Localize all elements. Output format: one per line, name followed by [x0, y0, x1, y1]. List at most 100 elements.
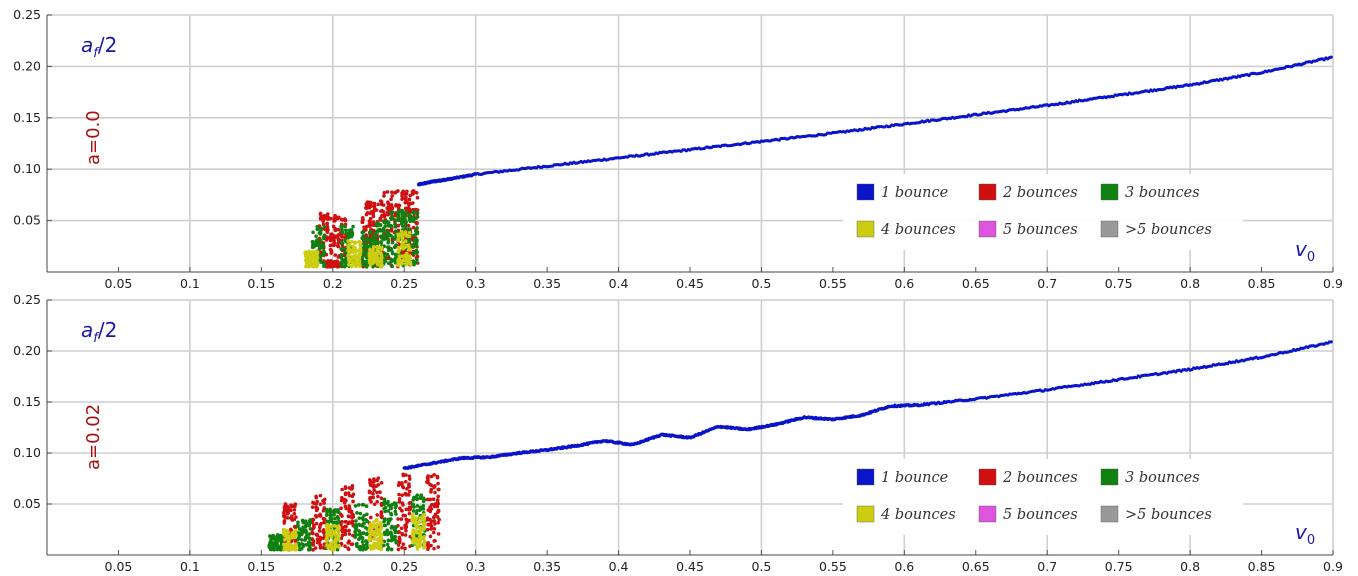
data-point-2-bounces [382, 194, 386, 198]
data-point-2-bounces [350, 486, 354, 491]
data-point-3-bounces [412, 211, 416, 215]
data-point-2-bounces [310, 505, 315, 509]
data-point-3-bounces [415, 215, 420, 219]
data-point-4-bounces [380, 255, 384, 260]
data-point-2-bounces [315, 499, 320, 504]
data-point-2-bounces [396, 206, 401, 210]
data-point-2-bounces [399, 517, 404, 521]
legend-label: 3 bounces [1125, 470, 1200, 486]
legend-swatch [978, 220, 997, 238]
data-point-2-bounces [282, 506, 287, 511]
data-point-3-bounces [390, 264, 394, 269]
y-tick-label: 0.15 [13, 394, 41, 409]
data-point-2-bounces [403, 200, 408, 205]
data-point-4-bounces [404, 232, 408, 237]
legend-swatch [1100, 468, 1119, 486]
data-point-2-bounces [347, 504, 351, 508]
data-point-3-bounces [414, 495, 418, 499]
data-point-2-bounces [372, 477, 376, 481]
data-point-3-bounces [413, 228, 418, 233]
data-point-2-bounces [381, 203, 386, 207]
data-point-3-bounces [383, 233, 387, 238]
data-point-4-bounces [399, 261, 404, 266]
x-tick-label: 0.75 [1105, 559, 1133, 574]
x-tick-label: 0.15 [247, 276, 275, 291]
data-point-4-bounces [379, 526, 383, 530]
data-point-3-bounces [365, 540, 369, 545]
data-point-2-bounces [317, 525, 322, 530]
data-point-4-bounces [418, 537, 423, 542]
data-point-3-bounces [328, 507, 332, 512]
data-point-2-bounces [346, 547, 351, 552]
data-point-2-bounces [433, 522, 437, 526]
data-point-3-bounces [311, 230, 315, 235]
data-point-2-bounces [339, 506, 343, 511]
data-point-2-bounces [380, 514, 384, 519]
data-point-2-bounces [311, 543, 316, 547]
data-point-2-bounces [399, 508, 404, 513]
data-point-4-bounces [285, 547, 290, 552]
data-point-3-bounces [385, 219, 389, 224]
data-point-4-bounces [304, 261, 309, 266]
data-point-2-bounces [407, 518, 411, 523]
data-point-3-bounces [387, 519, 391, 524]
data-point-4-bounces [396, 245, 401, 250]
data-point-2-bounces [318, 543, 322, 547]
data-point-4-bounces [337, 545, 341, 549]
data-point-2-bounces [387, 202, 391, 207]
data-point-3-bounces [361, 517, 365, 522]
data-point-3-bounces [415, 210, 420, 215]
data-point-3-bounces [335, 520, 340, 524]
data-point-3-bounces [358, 511, 363, 516]
data-point-3-bounces [372, 232, 377, 236]
data-point-3-bounces [382, 523, 387, 528]
data-point-4-bounces [371, 531, 376, 536]
data-point-4-bounces [400, 254, 404, 259]
data-point-2-bounces [390, 190, 394, 195]
data-point-4-bounces [294, 528, 298, 533]
data-point-2-bounces [428, 482, 432, 487]
data-point-4-bounces [403, 239, 408, 243]
data-point-2-bounces [325, 224, 330, 229]
data-point-3-bounces [378, 223, 383, 228]
data-point-4-bounces [422, 521, 426, 526]
data-point-2-bounces [292, 511, 297, 516]
x-tick-label: 0.15 [247, 559, 275, 574]
data-point-3-bounces [361, 503, 366, 507]
data-point-3-bounces [303, 535, 308, 540]
data-point-2-bounces [324, 238, 329, 242]
data-point-3-bounces [278, 547, 283, 552]
data-point-3-bounces [315, 238, 320, 242]
data-point-2-bounces [432, 519, 437, 523]
data-point-3-bounces [418, 505, 423, 510]
y-axis-label: af/2 [81, 318, 117, 346]
data-point-4-bounces [336, 537, 340, 542]
data-point-3-bounces [394, 218, 398, 223]
x-tick-label: 0.3 [466, 276, 486, 291]
data-point-3-bounces [340, 230, 344, 234]
data-point-4-bounces [333, 541, 338, 545]
data-point-3-bounces [411, 251, 416, 256]
data-point-3-bounces [415, 238, 419, 243]
data-point-2-bounces [426, 541, 431, 545]
x-tick-label: 0.35 [533, 276, 561, 291]
data-point-3-bounces [317, 247, 322, 251]
data-point-4-bounces [346, 244, 350, 249]
data-point-3-bounces [353, 504, 358, 508]
data-point-3-bounces [300, 538, 304, 542]
data-point-4-bounces [379, 536, 384, 541]
data-point-2-bounces [318, 537, 322, 542]
data-point-2-bounces [401, 189, 405, 194]
data-point-3-bounces [394, 525, 398, 529]
data-point-3-bounces [386, 509, 390, 513]
data-point-4-bounces [304, 264, 308, 269]
data-point-4-bounces [372, 537, 377, 541]
data-point-4-bounces [418, 535, 423, 539]
data-point-3-bounces [300, 518, 305, 523]
data-point-4-bounces [315, 251, 320, 256]
data-point-2-bounces [333, 253, 338, 257]
data-point-2-bounces [396, 203, 401, 208]
data-point-4-bounces [368, 533, 373, 537]
data-point-2-bounces [321, 216, 326, 221]
legend-box [843, 459, 1243, 535]
